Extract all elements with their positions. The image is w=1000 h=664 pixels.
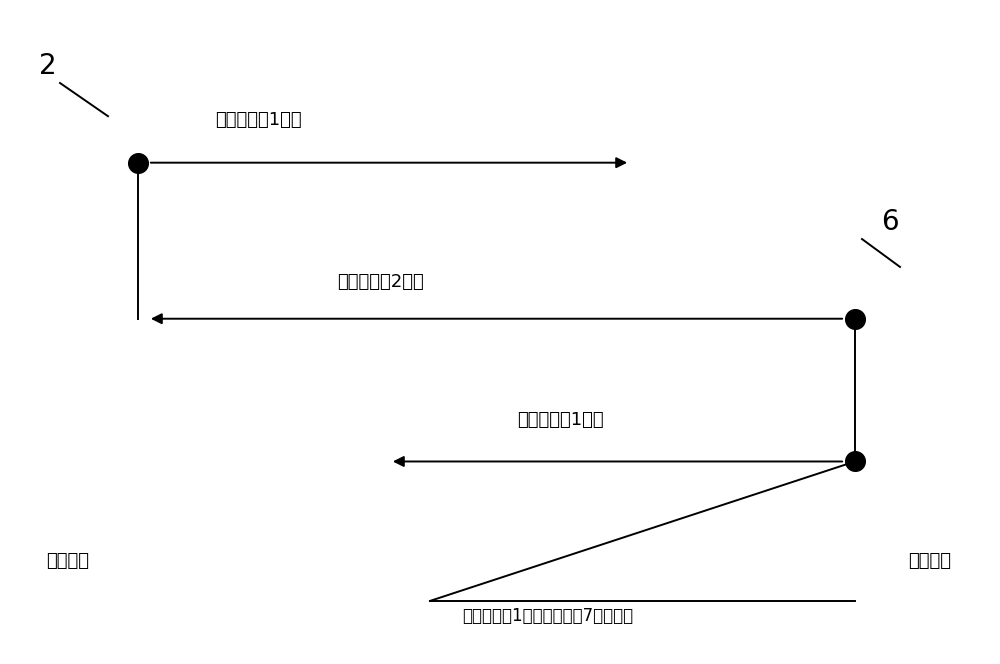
- Text: 滑枥热伸长1单位: 滑枥热伸长1单位: [517, 410, 603, 429]
- Text: 6: 6: [881, 208, 899, 236]
- Text: 滑枥壳体（1）和丝杠组（7）结合点: 滑枥壳体（1）和丝杠组（7）结合点: [462, 607, 634, 625]
- Text: 2: 2: [39, 52, 57, 80]
- Point: [847, 313, 863, 324]
- Text: 滑枥前端: 滑枥前端: [46, 552, 90, 570]
- Point: [847, 456, 863, 467]
- Text: 铝管热伸长2单位: 铝管热伸长2单位: [337, 273, 423, 291]
- Text: 鈢棒热伸长1单位: 鈢棒热伸长1单位: [215, 110, 302, 129]
- Point: [130, 157, 146, 168]
- Text: 滑枥后端: 滑枥后端: [908, 552, 952, 570]
